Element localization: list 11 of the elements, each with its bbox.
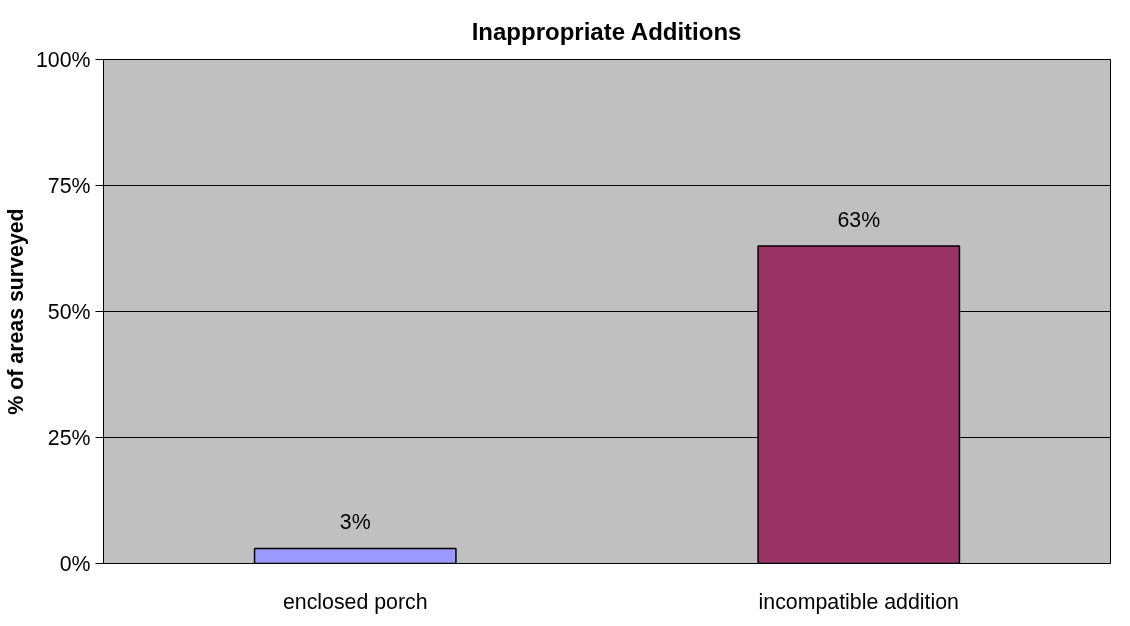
y-tick-label: 100% <box>35 47 91 72</box>
y-tick-label: 50% <box>47 299 91 324</box>
y-tick-label: 25% <box>47 425 91 450</box>
y-axis-title: % of areas surveyed <box>3 208 28 415</box>
data-label: 63% <box>837 207 881 232</box>
chart-title: Inappropriate Additions <box>471 17 742 45</box>
y-tick-label: 75% <box>47 173 91 198</box>
y-tick-label: 0% <box>59 551 91 576</box>
x-tick-label: enclosed porch <box>282 589 428 614</box>
data-label: 3% <box>339 510 371 535</box>
x-tick-label: incompatible addition <box>758 589 959 614</box>
